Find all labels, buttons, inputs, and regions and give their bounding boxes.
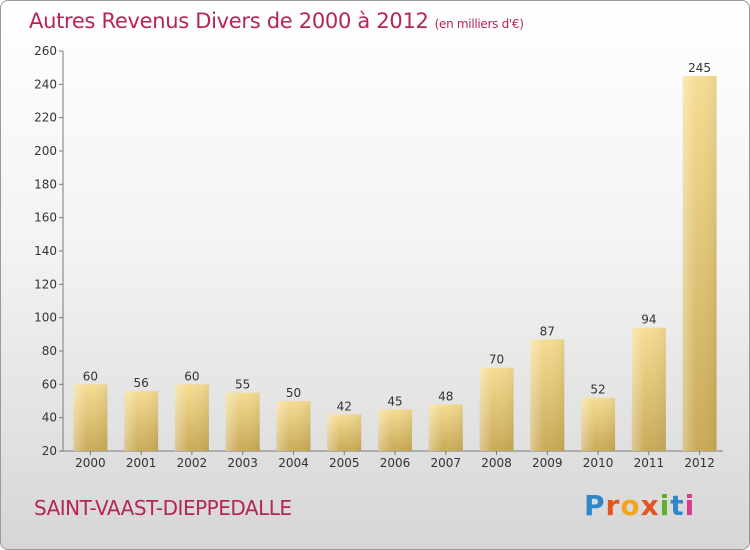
x-tick-label: 2008 (481, 456, 512, 470)
data-label: 42 (337, 399, 352, 413)
y-tick-label: 40 (42, 411, 57, 425)
bar-highlight (530, 339, 565, 451)
data-label: 55 (235, 378, 250, 392)
logo-letter: r (605, 489, 621, 522)
y-tick-label: 120 (34, 277, 57, 291)
y-tick-label: 240 (34, 77, 57, 91)
bar-highlight (378, 409, 412, 451)
y-tick-label: 140 (34, 244, 57, 258)
bar-highlight (276, 401, 311, 451)
bar-highlight (631, 327, 666, 451)
logo-letter: P (584, 489, 606, 522)
logo-letter: i (659, 489, 671, 522)
data-label: 60 (83, 369, 98, 383)
y-tick-label: 100 (34, 311, 57, 325)
logo-letter: i (684, 489, 696, 522)
bar-highlight (682, 76, 717, 451)
logo-letter: o (620, 489, 641, 522)
chart-bars (73, 76, 717, 451)
x-tick-label: 2002 (177, 456, 208, 470)
bar-highlight (124, 391, 159, 451)
y-tick-label: 180 (34, 177, 57, 191)
bar-highlight (73, 384, 108, 451)
commune-name: SAINT-VAAST-DIEPPEDALLE (34, 496, 292, 520)
x-tick-label: 2009 (532, 456, 563, 470)
data-label: 245 (688, 61, 711, 75)
y-tick-label: 260 (34, 44, 57, 58)
x-tick-label: 2012 (684, 456, 715, 470)
data-label: 87 (540, 324, 555, 338)
y-tick-label: 220 (34, 111, 57, 125)
x-tick-label: 2003 (227, 456, 258, 470)
x-tick-label: 2004 (278, 456, 309, 470)
x-tick-label: 2007 (430, 456, 461, 470)
x-tick-label: 2006 (380, 456, 411, 470)
chart-data-labels: 60 56 60 55 50 42 45 48 70 87 52 94 245 (83, 61, 711, 413)
x-tick-label: 2005 (329, 456, 360, 470)
chart-axes: 20 40 60 80 100 120 140 160 180 200 220 240 260 2000 2… (34, 44, 723, 470)
x-tick-label: 2011 (634, 456, 665, 470)
bar-highlight (479, 367, 514, 451)
y-tick-label: 200 (34, 144, 57, 158)
y-tick-label: 20 (42, 444, 57, 458)
logo-letter: x (640, 489, 660, 522)
data-label: 56 (134, 376, 149, 390)
chart-unit-label: (en milliers d'€) (434, 17, 524, 31)
data-label: 45 (387, 394, 402, 408)
data-label: 52 (590, 383, 605, 397)
data-label: 48 (438, 389, 453, 403)
x-tick-label: 2010 (583, 456, 614, 470)
x-tick-label: 2001 (126, 456, 157, 470)
chart-title-text: Autres Revenus Divers de 2000 à 2012 (29, 9, 429, 33)
data-label: 50 (286, 386, 301, 400)
bar-highlight (225, 392, 260, 451)
data-label: 94 (641, 313, 656, 327)
y-tick-label: 80 (42, 344, 57, 358)
bar-highlight (428, 404, 463, 451)
data-label: 70 (489, 353, 504, 367)
y-tick-label: 160 (34, 211, 57, 225)
bar-highlight (581, 397, 616, 451)
x-tick-label: 2000 (75, 456, 106, 470)
bar-highlight (174, 384, 209, 451)
proxiti-logo: Proxiti (584, 489, 695, 522)
y-tick-label: 60 (42, 377, 57, 391)
data-label: 60 (184, 369, 199, 383)
chart-title: Autres Revenus Divers de 2000 à 2012 (en … (29, 9, 524, 33)
logo-letter: t (670, 489, 685, 522)
bar-highlight (327, 414, 362, 451)
